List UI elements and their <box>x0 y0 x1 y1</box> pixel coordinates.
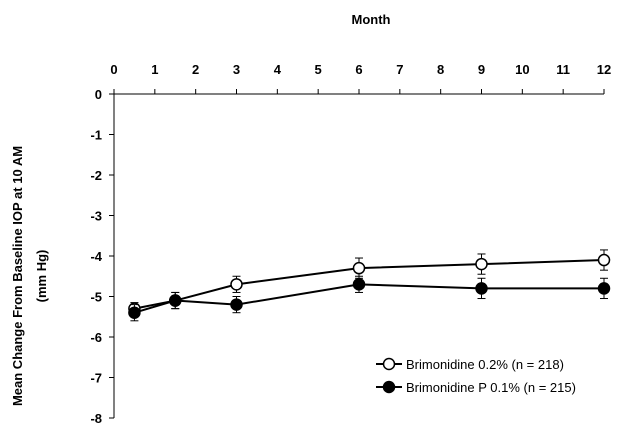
legend-marker <box>382 357 396 371</box>
x-tick-label: 6 <box>355 62 362 77</box>
legend-marker <box>382 380 396 394</box>
y-tick-label: -7 <box>90 371 102 386</box>
data-point <box>169 294 182 307</box>
data-point <box>475 257 488 271</box>
x-tick-label: 1 <box>151 62 158 77</box>
series-line <box>134 283 604 314</box>
data-point <box>230 298 243 311</box>
x-tick-label: 2 <box>192 62 199 77</box>
axes: 0 1 2 3 4 5 6 7 8 9 10 11 120-1-2-3-4-5-6-7-8 <box>90 62 611 426</box>
x-axis-title: Month <box>352 12 391 27</box>
x-tick-label: 12 <box>597 62 611 77</box>
x-tick-label: 9 <box>478 62 485 77</box>
data-point <box>128 306 141 319</box>
data-point <box>475 282 488 295</box>
x-tick-label: 8 <box>437 62 444 77</box>
x-tick-label: 11 <box>556 62 570 77</box>
y-tick-label: -3 <box>90 209 102 224</box>
x-tick-label: 3 <box>233 62 240 77</box>
data-point <box>230 278 243 291</box>
data-point <box>597 282 611 295</box>
x-tick-label: 5 <box>315 62 322 77</box>
series-2 <box>128 275 611 322</box>
legend-label: Brimonidine 0.2% (n = 218) <box>406 357 564 372</box>
x-tick-label: 0 <box>110 62 117 77</box>
data-point <box>352 261 366 275</box>
y-tick-label: -6 <box>90 330 102 345</box>
y-tick-label: -1 <box>90 128 102 143</box>
data-point <box>597 253 611 267</box>
legend: Brimonidine 0.2% (n = 218) Brimonidine P … <box>376 357 576 395</box>
y-tick-label: -8 <box>90 411 102 426</box>
legend-label: Brimonidine P 0.1% (n = 215) <box>406 380 576 395</box>
y-axis-title: Mean Change From Baseline IOP at 10 AM (… <box>10 146 49 406</box>
y-tick-label: -4 <box>90 249 102 264</box>
y-tick-label: 0 <box>95 87 102 102</box>
y-tick-label: -2 <box>90 168 102 183</box>
x-tick-label: 7 <box>396 62 403 77</box>
legend-item-1: Brimonidine 0.2% (n = 218) <box>376 357 564 372</box>
x-tick-label: 10 <box>515 62 529 77</box>
y-tick-label: -5 <box>90 290 102 305</box>
x-tick-label: 4 <box>274 62 282 77</box>
data-point <box>352 278 366 291</box>
y-axis-title-line-2: (mm Hg) <box>34 250 49 303</box>
series-layer <box>128 249 611 322</box>
y-axis-title-line-1: Mean Change From Baseline IOP at 10 AM <box>10 146 25 406</box>
legend-item-2: Brimonidine P 0.1% (n = 215) <box>376 380 576 395</box>
series-1 <box>128 249 611 316</box>
